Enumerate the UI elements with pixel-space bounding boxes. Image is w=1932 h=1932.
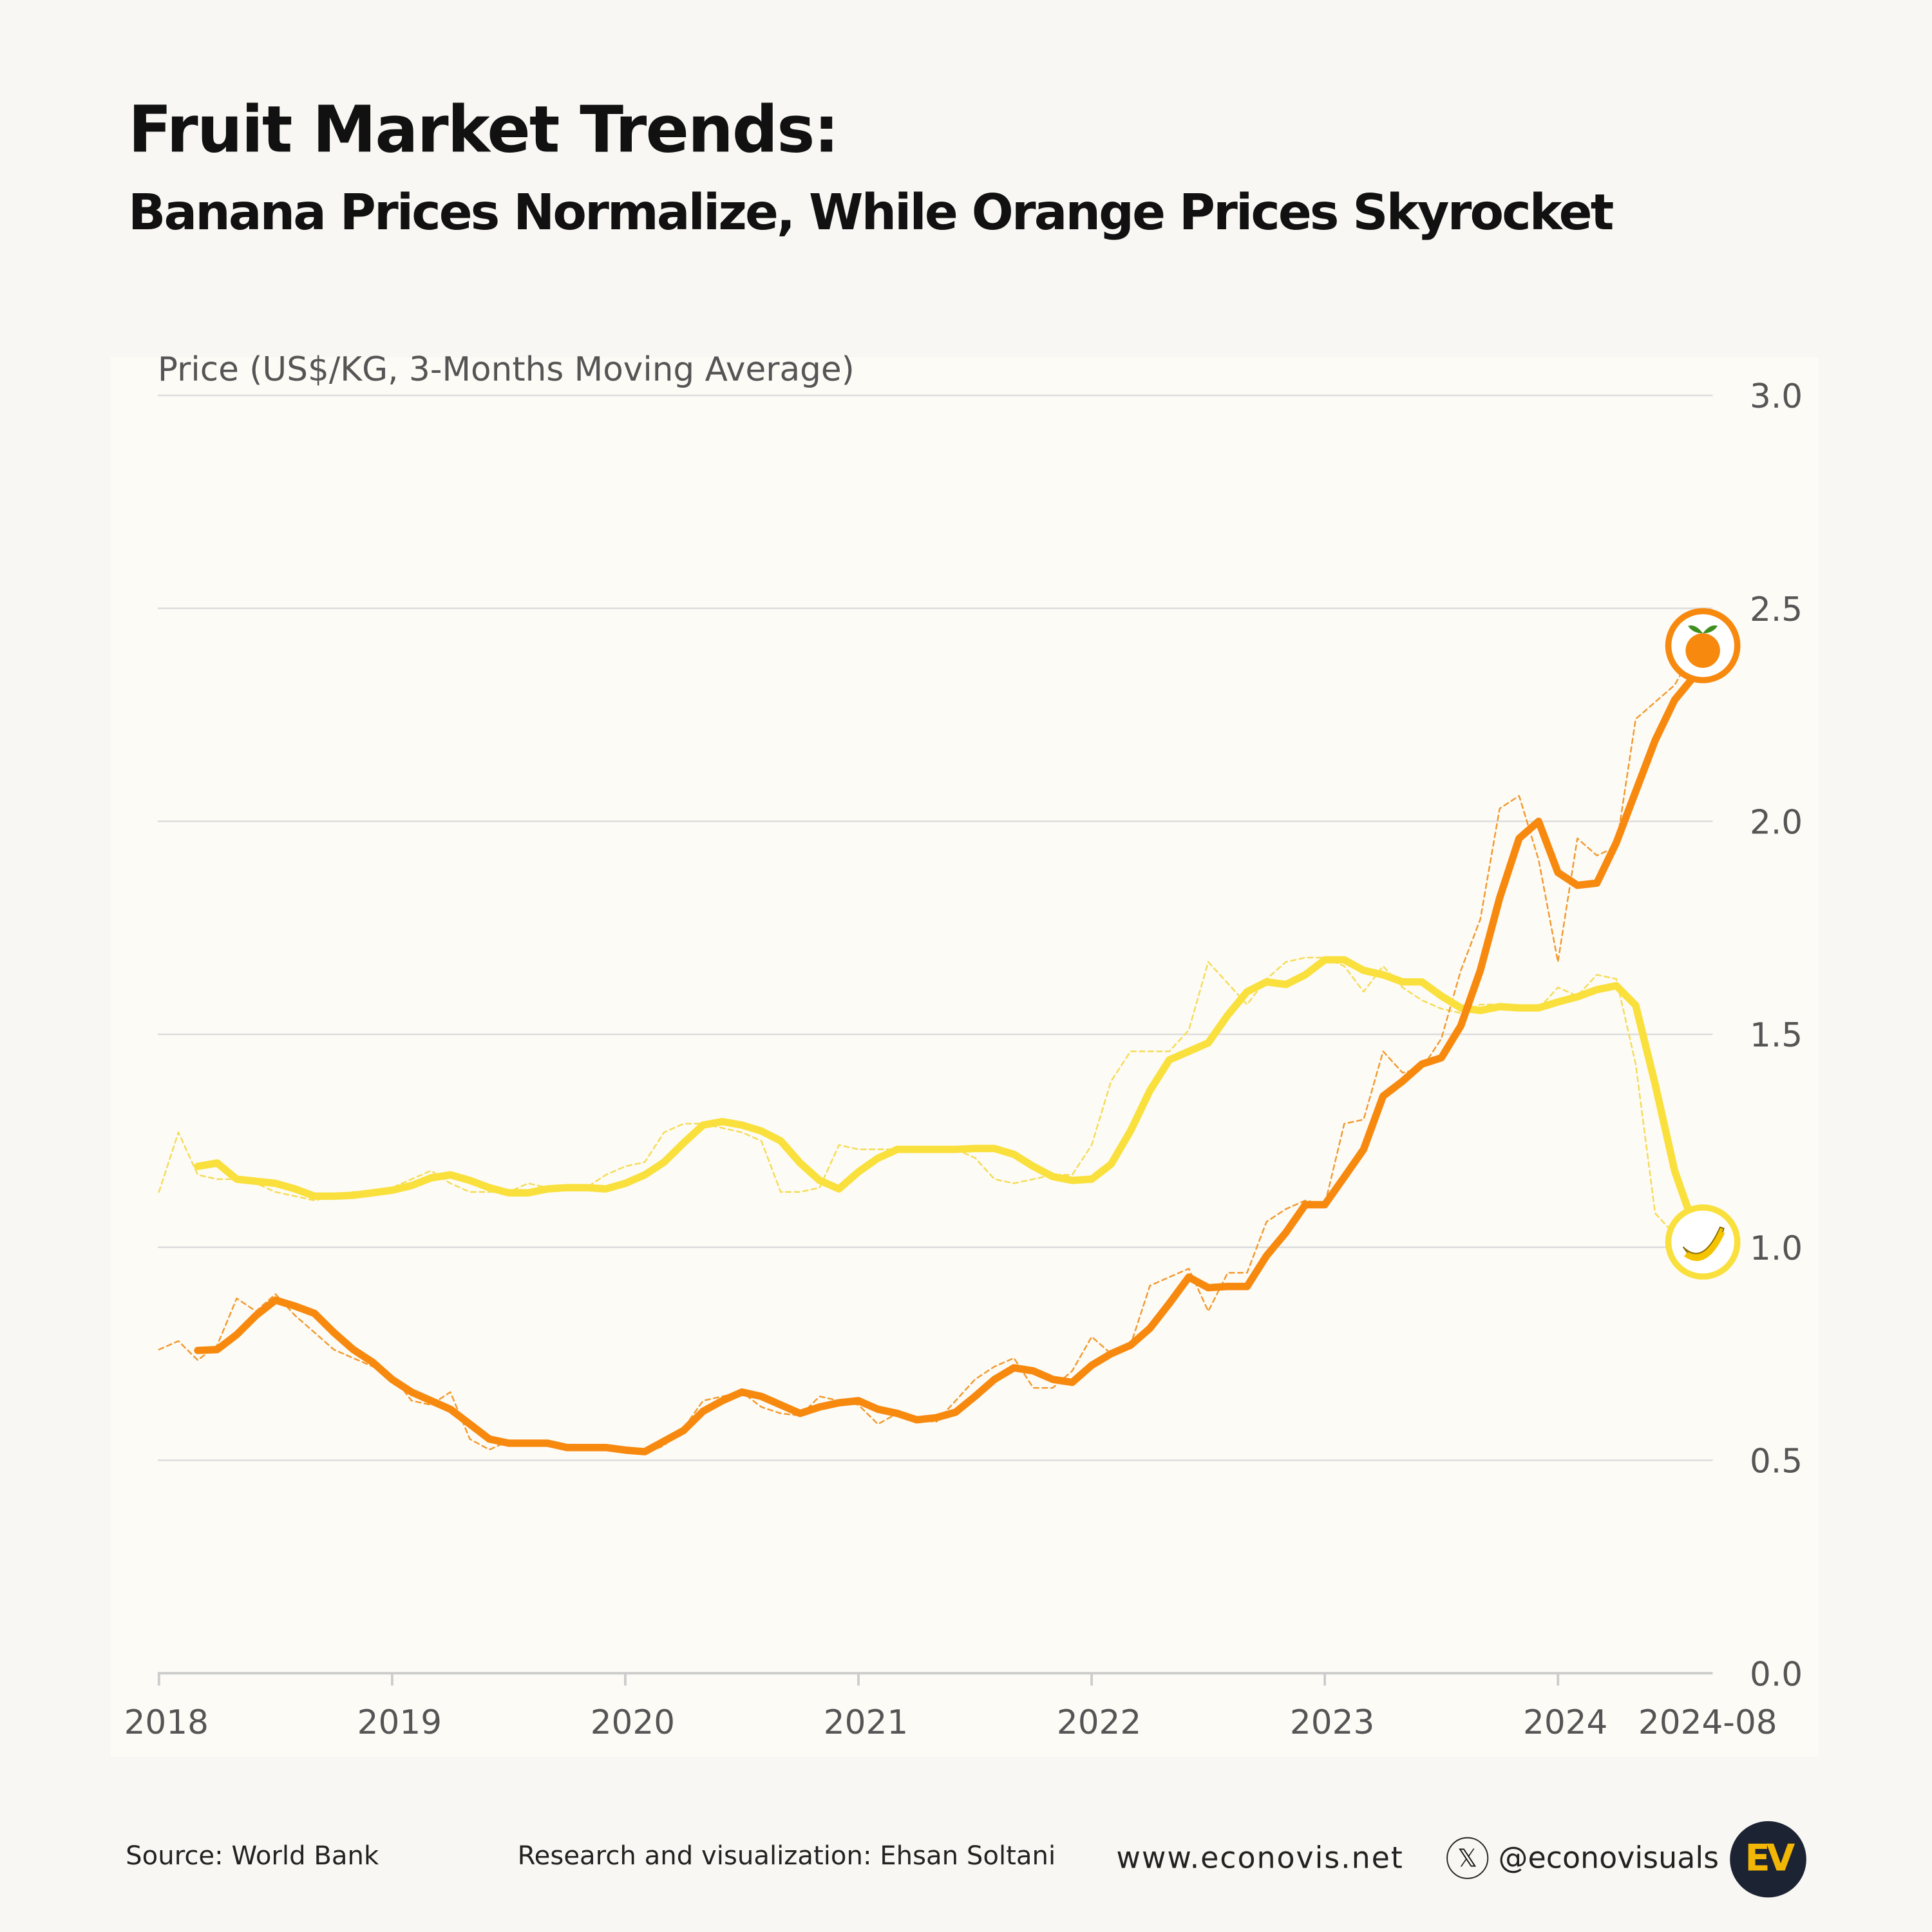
page-subtitle: Banana Prices Normalize, While Orange Pr… [128,184,1614,242]
y-tick-label: 1.0 [1750,1229,1803,1268]
x-tick-label: 2024-08 [1638,1703,1777,1742]
orange-ma-line [194,672,1698,1455]
y-tick-label: 1.5 [1750,1016,1803,1055]
x-tick-label: 2018 [124,1703,209,1742]
y-tick-label: 2.5 [1750,591,1803,629]
source-text: Source: World Bank [126,1841,379,1871]
credit-text: Research and visualization: Ehsan Soltan… [517,1841,1056,1871]
social-handle[interactable]: @econovisuals [1498,1841,1719,1875]
x-tick-label: 2022 [1057,1703,1141,1742]
x-tick-label: 2019 [357,1703,442,1742]
banana-icon [1665,1204,1741,1280]
y-tick-label: 2.0 [1750,804,1803,842]
x-tick-label: 2021 [824,1703,908,1742]
x-logo-icon: 𝕏 [1446,1837,1489,1879]
website-link[interactable]: www.econovis.net [1116,1841,1404,1875]
y-axis-label: Price (US$/KG, 3-Months Moving Average) [158,350,855,389]
x-tick-label: 2024 [1523,1703,1607,1742]
orange-icon [1665,608,1741,683]
x-tick-label: 2020 [591,1703,675,1742]
econovis-logo: EV [1730,1821,1806,1898]
banana-ma-line [194,956,1698,1230]
orange-raw-line [158,650,1695,1455]
x-tick-label: 2023 [1290,1703,1374,1742]
plot-background [111,357,1819,1757]
y-tick-label: 0.0 [1750,1655,1803,1694]
y-tick-label: 3.0 [1750,377,1803,416]
page-title: Fruit Market Trends: [128,93,839,168]
y-tick-label: 0.5 [1750,1443,1803,1481]
